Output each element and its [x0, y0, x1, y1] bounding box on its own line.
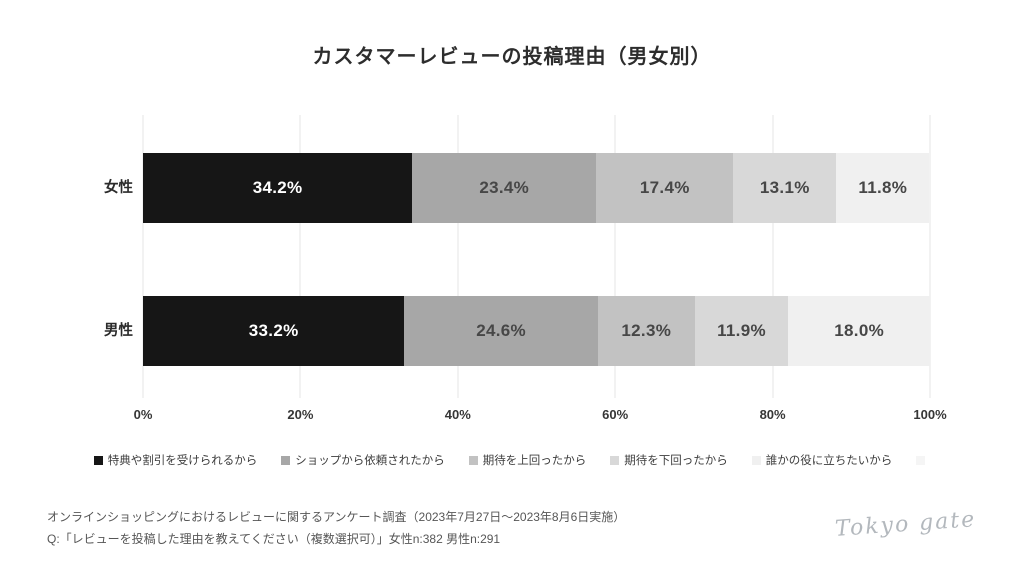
data-label: 12.3% — [621, 321, 672, 340]
legend: 特典や割引を受けられるから ショップから依頼されたから 期待を上回ったから 期待を下回… — [0, 452, 1024, 468]
legend-item: 特典や割引を受けられるから — [93, 452, 258, 468]
bar-segment: 33.2% — [143, 296, 405, 366]
bar-segment: 13.1% — [733, 153, 837, 223]
legend-item: 期待を上回ったから — [468, 452, 587, 468]
legend-label: 誰かの役に立ちたいから — [765, 455, 893, 467]
gridline — [772, 115, 774, 398]
bar-row: 男性 33.2% 24.6% 12.3% 11.9% 18.0% — [104, 296, 930, 366]
data-label: 11.9% — [717, 321, 766, 340]
data-label: 18.0% — [834, 321, 884, 340]
legend-label: ショップから依頼されたから — [295, 455, 445, 467]
source-note: オンラインショッピングにおけるレビューに関するアンケート調査（2023年7月27… — [47, 506, 625, 550]
category-label: 女性 — [104, 180, 133, 196]
chart-title: カスタマーレビューの投稿理由（男女別） — [312, 46, 712, 68]
bar-segment: 18.0% — [788, 296, 930, 366]
x-tick-label: 0% — [133, 407, 153, 422]
gridline — [142, 115, 144, 398]
data-label: 34.2% — [252, 178, 303, 197]
data-label: 23.4% — [479, 178, 530, 197]
legend-swatch-icon — [916, 455, 926, 465]
bar-segment: 11.9% — [694, 296, 789, 366]
data-label: 11.8% — [858, 178, 908, 197]
bar-segment: 24.6% — [404, 296, 598, 366]
legend-label: 期待を下回ったから — [624, 455, 728, 467]
gridline — [457, 115, 459, 398]
data-label: 17.4% — [639, 178, 690, 197]
source-line-2: Q:「レビューを投稿した理由を教えてください（複数選択可）」女性n:382 男性… — [47, 532, 501, 546]
legend-item: ショップから依頼されたから — [281, 452, 445, 468]
x-tick-label: 60% — [602, 407, 629, 422]
legend-item: 期待を下回ったから — [610, 452, 728, 468]
data-label: 24.6% — [476, 321, 526, 340]
category-label: 男性 — [104, 323, 133, 339]
brand-logo: Tokyo gate — [834, 507, 977, 542]
x-tick-label: 20% — [287, 407, 314, 422]
stacked-bar: 34.2% 23.4% 17.4% 13.1% 11.8% — [143, 153, 930, 223]
legend-swatch-icon — [610, 455, 620, 465]
legend-label: 期待を上回ったから — [482, 455, 587, 467]
x-tick-label: 40% — [444, 407, 471, 422]
legend-label: 特典や割引を受けられるから — [107, 455, 258, 467]
source-line-1: オンラインショッピングにおけるレビューに関するアンケート調査（2023年7月27… — [47, 510, 626, 524]
bar-segment: 12.3% — [597, 296, 695, 366]
stacked-bar: 33.2% 24.6% 12.3% 11.9% 18.0% — [143, 296, 930, 366]
gridline — [929, 115, 931, 398]
legend-item: 誰かの役に立ちたいから — [751, 452, 893, 468]
legend-swatch-icon — [281, 455, 291, 465]
bar-segment: 11.8% — [836, 153, 930, 223]
gridline — [614, 115, 616, 398]
legend-swatch-icon — [751, 455, 761, 465]
gridline — [299, 115, 301, 398]
legend-swatch-icon — [468, 455, 478, 465]
x-axis: 0% 20% 40% 60% 80% 100% — [134, 407, 947, 427]
plot-area: 女性 34.2% 23.4% 17.4% 13.1% 11.8% 男性 33.2% 24.6% 1… — [104, 115, 931, 398]
bar-segment: 17.4% — [596, 153, 734, 223]
legend-item — [916, 455, 930, 465]
x-tick-label: 100% — [913, 407, 947, 422]
data-label: 33.2% — [248, 321, 299, 340]
x-tick-label: 80% — [759, 407, 786, 422]
bar-row: 女性 34.2% 23.4% 17.4% 13.1% 11.8% — [104, 153, 930, 223]
bar-segment: 23.4% — [412, 153, 597, 223]
bar-segment: 34.2% — [143, 153, 413, 223]
legend-swatch-icon — [93, 455, 103, 465]
data-label: 13.1% — [759, 178, 810, 197]
